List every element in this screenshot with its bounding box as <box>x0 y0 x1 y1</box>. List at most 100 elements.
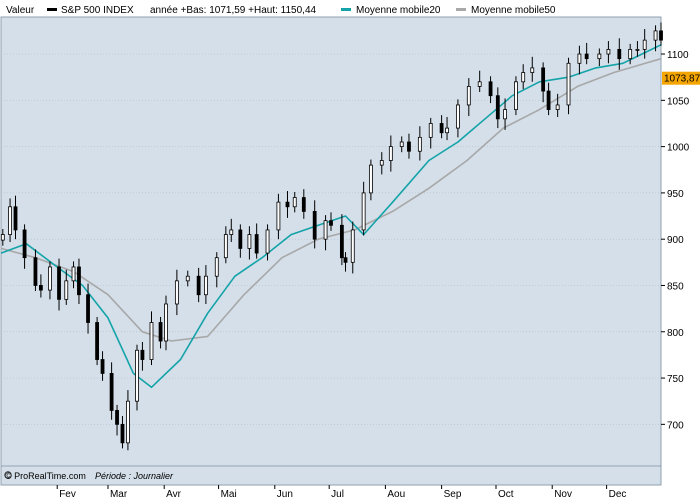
candle <box>203 265 208 304</box>
candle <box>361 181 366 236</box>
candle <box>456 99 460 138</box>
x-tick-label: Fev <box>59 489 76 500</box>
candle <box>174 269 179 316</box>
x-tick-label: Jun <box>277 489 293 500</box>
candle-body <box>477 81 482 87</box>
candle-body <box>339 224 344 259</box>
candle <box>541 62 546 103</box>
candle-body <box>350 229 355 263</box>
candle-body <box>203 275 208 296</box>
candle-body <box>530 67 535 73</box>
candle-body <box>185 275 190 282</box>
candle <box>379 152 384 175</box>
candle-body <box>223 234 228 259</box>
candle <box>33 249 38 292</box>
candle-body <box>439 123 444 134</box>
y-tick-label: 700 <box>667 420 684 431</box>
y-tick-label: 1050 <box>667 96 690 107</box>
x-tick-label: Avr <box>166 489 181 500</box>
candle <box>285 191 290 218</box>
candle <box>388 135 393 172</box>
candle <box>196 267 201 303</box>
candle-body <box>164 303 168 342</box>
candle-body <box>399 141 404 148</box>
candle-body <box>388 146 393 161</box>
legend-price-label: S&P 500 INDEX <box>61 5 134 16</box>
candle-body <box>577 53 582 64</box>
candle <box>343 252 348 272</box>
candle-body <box>521 72 526 83</box>
candle <box>120 416 125 449</box>
current-price-tag: 1073,87 <box>662 71 700 85</box>
legend-ma50-swatch <box>456 8 466 11</box>
candle <box>597 48 602 67</box>
candle <box>38 274 43 298</box>
legend-ma20-swatch <box>341 8 351 11</box>
candle <box>100 351 105 381</box>
gridlines <box>1 53 661 467</box>
candle <box>95 316 99 366</box>
candle-body <box>361 192 366 231</box>
candle-body <box>120 423 125 444</box>
candle <box>503 98 507 130</box>
candle <box>584 42 589 65</box>
candle-body <box>48 266 52 291</box>
candle-body <box>445 127 449 134</box>
candle-body <box>329 220 333 226</box>
candle <box>13 195 18 240</box>
legend-price-swatch <box>47 8 57 11</box>
candle <box>555 93 560 117</box>
y-tick-label: 850 <box>667 281 684 292</box>
candle <box>628 43 633 65</box>
candle <box>577 45 582 75</box>
candle <box>439 115 444 139</box>
candle <box>417 126 422 161</box>
candle <box>158 316 163 349</box>
candle-body <box>13 206 18 231</box>
candle <box>238 224 243 258</box>
legend-ma20-label: Moyenne mobile20 <box>356 5 441 16</box>
y-tick-label: 800 <box>667 328 684 339</box>
candle <box>350 221 355 274</box>
candle-body <box>109 373 114 411</box>
candle <box>368 159 373 201</box>
x-tick-label: Jul <box>331 489 344 500</box>
candle <box>407 133 411 159</box>
candle-body <box>100 359 105 374</box>
candle-body <box>428 123 433 138</box>
candle-body <box>71 266 76 282</box>
candle-body <box>541 67 546 92</box>
candle <box>530 56 535 82</box>
candle <box>223 226 228 264</box>
candle-body <box>64 280 69 300</box>
candle-body <box>0 234 5 241</box>
candle-body <box>238 229 243 249</box>
candle-body <box>38 285 43 291</box>
candle <box>428 117 433 149</box>
candle <box>339 214 344 266</box>
candle <box>265 224 270 261</box>
candle-body <box>126 400 130 444</box>
candle-body <box>606 49 611 55</box>
candle <box>48 261 52 300</box>
candle <box>185 270 190 287</box>
candle <box>399 136 404 153</box>
ma50-line <box>0 57 662 342</box>
candle-body <box>292 197 297 208</box>
candle <box>659 22 663 46</box>
candle-body <box>196 275 201 296</box>
candle <box>229 218 234 242</box>
candle-body <box>514 81 518 110</box>
candle-body <box>265 229 270 254</box>
candle <box>642 29 647 59</box>
candle <box>301 189 306 219</box>
candle <box>140 341 145 371</box>
candle <box>292 191 297 213</box>
x-tick-label: Oct <box>498 489 514 500</box>
x-tick-label: Nov <box>554 489 572 500</box>
candle-body <box>135 349 139 402</box>
candle-body <box>323 220 328 240</box>
candle-body <box>57 266 61 300</box>
candle <box>521 64 526 90</box>
